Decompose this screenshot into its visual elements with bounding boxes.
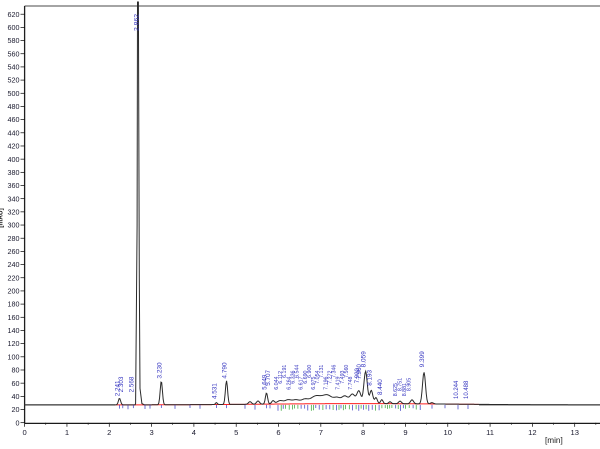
svg-text:60: 60 (12, 379, 20, 388)
svg-text:160: 160 (8, 313, 20, 322)
svg-text:20: 20 (12, 405, 20, 414)
svg-text:7: 7 (319, 428, 323, 437)
svg-text:220: 220 (8, 273, 20, 282)
svg-text:2: 2 (107, 428, 111, 437)
svg-text:7.131: 7.131 (319, 365, 325, 378)
svg-text:4.790: 4.790 (222, 362, 229, 379)
svg-text:5.707: 5.707 (265, 370, 272, 386)
svg-text:3.230: 3.230 (156, 362, 163, 379)
svg-text:180: 180 (8, 300, 20, 309)
svg-text:200: 200 (8, 287, 20, 296)
svg-text:7.748: 7.748 (348, 376, 354, 389)
svg-text:13: 13 (570, 428, 578, 437)
svg-text:380: 380 (8, 168, 20, 177)
svg-text:300: 300 (8, 221, 20, 230)
svg-text:2.568: 2.568 (128, 376, 135, 392)
svg-text:11: 11 (486, 428, 494, 437)
svg-text:120: 120 (8, 339, 20, 348)
svg-text:8.193: 8.193 (366, 370, 373, 386)
svg-text:620: 620 (8, 10, 20, 19)
svg-text:6.900: 6.900 (307, 365, 313, 378)
svg-text:3: 3 (149, 428, 153, 437)
svg-text:[mAU]: [mAU] (0, 208, 5, 228)
svg-text:7.346: 7.346 (332, 365, 338, 378)
svg-text:600: 600 (8, 23, 20, 32)
svg-text:560: 560 (8, 49, 20, 58)
svg-text:6: 6 (276, 428, 280, 437)
svg-text:140: 140 (8, 326, 20, 335)
svg-text:10.244: 10.244 (454, 380, 460, 399)
svg-text:320: 320 (8, 207, 20, 216)
svg-text:4.531: 4.531 (211, 383, 218, 399)
svg-text:9.399: 9.399 (419, 351, 426, 368)
svg-text:6.544: 6.544 (295, 365, 301, 378)
svg-text:10.488: 10.488 (464, 380, 470, 399)
svg-text:540: 540 (8, 63, 20, 72)
svg-text:0: 0 (23, 428, 27, 437)
svg-text:460: 460 (8, 115, 20, 124)
svg-text:260: 260 (8, 247, 20, 256)
svg-text:500: 500 (8, 89, 20, 98)
svg-text:420: 420 (8, 142, 20, 151)
svg-text:6.191: 6.191 (282, 365, 288, 378)
svg-text:80: 80 (12, 366, 20, 375)
svg-text:0: 0 (16, 418, 20, 427)
svg-text:9: 9 (403, 428, 407, 437)
svg-text:12: 12 (528, 428, 536, 437)
svg-text:5: 5 (234, 428, 238, 437)
svg-text:520: 520 (8, 76, 20, 85)
svg-text:2.303: 2.303 (118, 376, 125, 392)
svg-text:1: 1 (65, 428, 69, 437)
svg-text:4: 4 (192, 428, 196, 437)
svg-text:8.905: 8.905 (407, 378, 413, 391)
svg-text:8.059: 8.059 (361, 351, 368, 368)
svg-text:360: 360 (8, 181, 20, 190)
svg-text:40: 40 (12, 392, 20, 401)
svg-text:240: 240 (8, 260, 20, 269)
svg-text:280: 280 (8, 234, 20, 243)
svg-text:2.862: 2.862 (134, 14, 141, 31)
svg-text:400: 400 (8, 155, 20, 164)
svg-text:440: 440 (8, 128, 20, 137)
svg-text:10: 10 (444, 428, 452, 437)
svg-text:8: 8 (361, 428, 365, 437)
svg-text:8.440: 8.440 (377, 379, 384, 395)
svg-text:340: 340 (8, 194, 20, 203)
svg-text:580: 580 (8, 36, 20, 45)
svg-text:[min]: [min] (545, 436, 563, 445)
svg-text:480: 480 (8, 102, 20, 111)
svg-text:7.560: 7.560 (344, 365, 350, 378)
svg-text:100: 100 (8, 352, 20, 361)
